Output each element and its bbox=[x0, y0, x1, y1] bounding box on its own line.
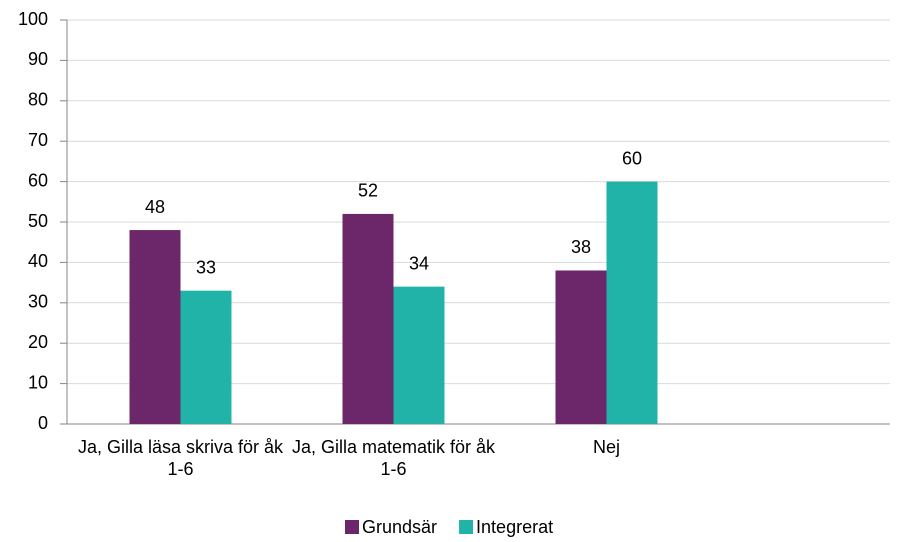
y-tick-label: 30 bbox=[28, 292, 48, 312]
y-tick-label: 70 bbox=[28, 130, 48, 150]
data-label: 60 bbox=[622, 148, 642, 168]
y-tick-label: 100 bbox=[18, 9, 48, 29]
x-tick-label: Nej bbox=[592, 437, 620, 457]
data-label: 52 bbox=[358, 181, 378, 201]
x-tick-label-box: Ja, Gilla läsa skriva för åk 1-6 bbox=[77, 437, 284, 479]
y-tick-label: 10 bbox=[28, 372, 48, 392]
data-label: 33 bbox=[196, 257, 216, 277]
y-tick-label: 0 bbox=[38, 413, 48, 433]
bar bbox=[180, 290, 232, 424]
x-tick-label: Ja, Gilla matematik för åk 1-6 bbox=[291, 437, 496, 479]
data-label: 48 bbox=[145, 197, 165, 217]
x-tick-label-box: Nej bbox=[592, 437, 620, 457]
bar bbox=[393, 286, 445, 424]
x-tick-label-box: Ja, Gilla matematik för åk 1-6 bbox=[291, 437, 496, 479]
y-tick-label: 50 bbox=[28, 211, 48, 231]
y-tick-label: 40 bbox=[28, 251, 48, 271]
bar bbox=[342, 213, 394, 424]
legend-swatch bbox=[345, 520, 359, 534]
bar bbox=[555, 270, 607, 424]
y-tick-label: 80 bbox=[28, 90, 48, 110]
legend-swatch bbox=[459, 520, 474, 534]
bar bbox=[606, 181, 658, 424]
bar bbox=[129, 230, 181, 424]
y-tick-label: 20 bbox=[28, 332, 48, 352]
legend-label: Grundsär bbox=[362, 517, 437, 537]
legend-label: Integrerat bbox=[476, 517, 553, 537]
y-tick-label: 60 bbox=[28, 170, 48, 190]
x-tick-label: Ja, Gilla läsa skriva för åk 1-6 bbox=[77, 437, 284, 479]
y-tick-label: 90 bbox=[28, 49, 48, 69]
data-label: 38 bbox=[571, 237, 591, 257]
data-label: 34 bbox=[409, 253, 429, 273]
